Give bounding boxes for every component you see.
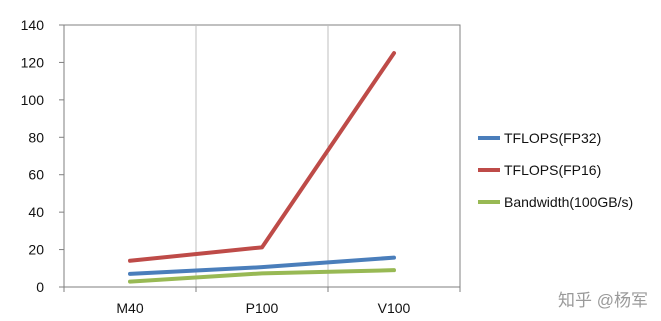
- legend: TFLOPS(FP32) TFLOPS(FP16) Bandwidth(100GB/…: [478, 130, 633, 210]
- series-line: [128, 268, 396, 284]
- series-line: [128, 255, 396, 276]
- legend-label: TFLOPS(FP32): [504, 130, 601, 146]
- axis-layer: 0 20 40 60 80 100 120 140 M40 P100 V100: [21, 17, 461, 316]
- y-tick-label: 20: [28, 242, 44, 258]
- watermark-text: 知乎 @杨军: [558, 291, 648, 310]
- x-tick-label: M40: [116, 300, 143, 316]
- y-tick-label: 40: [28, 204, 44, 220]
- y-tick-label: 140: [21, 17, 45, 33]
- legend-label: TFLOPS(FP16): [504, 162, 601, 178]
- series-layer: [128, 51, 396, 284]
- y-tick-label: 60: [28, 167, 44, 183]
- y-tick-label: 80: [28, 129, 44, 145]
- y-tick-label: 100: [21, 92, 45, 108]
- series-line: [128, 51, 396, 263]
- legend-label: Bandwidth(100GB/s): [504, 194, 633, 210]
- y-tick-label: 0: [36, 279, 44, 295]
- y-tick-label: 120: [21, 54, 45, 70]
- x-tick-label: P100: [246, 300, 279, 316]
- x-tick-label: V100: [378, 300, 411, 316]
